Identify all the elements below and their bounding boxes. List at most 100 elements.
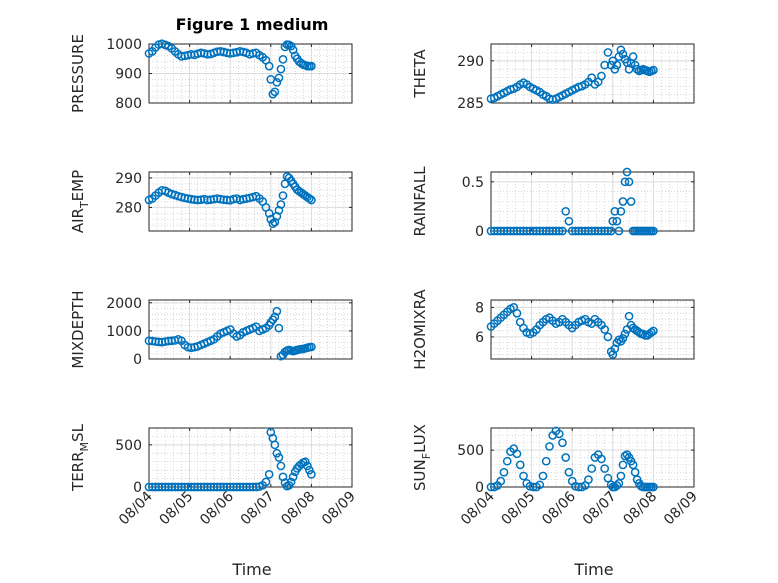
data-point bbox=[564, 467, 574, 477]
data-point bbox=[610, 64, 620, 74]
data-point bbox=[307, 342, 316, 352]
data-point bbox=[618, 49, 628, 59]
y-axis-label: PRESSURE bbox=[69, 34, 87, 113]
data-point bbox=[587, 73, 597, 83]
y-axis-label: TERRMSL bbox=[69, 423, 91, 492]
data-point bbox=[276, 200, 286, 209]
data-point bbox=[628, 52, 638, 61]
data-point bbox=[624, 311, 634, 321]
y-axis-label: MIXDEPTH bbox=[69, 290, 87, 368]
data-point bbox=[597, 71, 606, 81]
axes-background bbox=[149, 428, 352, 487]
data-point bbox=[638, 329, 648, 339]
data-point bbox=[280, 347, 290, 357]
data-point bbox=[647, 328, 656, 337]
data-point bbox=[300, 457, 310, 467]
data-point bbox=[272, 78, 282, 87]
data-point bbox=[274, 323, 284, 333]
data-point bbox=[278, 191, 288, 200]
series-markers bbox=[486, 45, 658, 104]
data-point bbox=[612, 216, 622, 226]
data-point bbox=[268, 89, 278, 99]
data-point bbox=[307, 470, 316, 479]
subplot-air-t-emp: 280 290 AIRTEMP bbox=[69, 170, 353, 233]
y-tick-label: 0.5 bbox=[462, 175, 484, 191]
subplot-h2omixra: 6 8 H2OMIXRA bbox=[411, 289, 695, 370]
data-point bbox=[270, 440, 280, 450]
series-markers bbox=[486, 426, 658, 492]
data-point bbox=[545, 442, 554, 451]
data-point bbox=[270, 87, 280, 97]
data-point bbox=[496, 476, 506, 486]
y-axis-label: AIRTEMP bbox=[69, 170, 91, 233]
data-point bbox=[305, 465, 314, 475]
data-point bbox=[630, 60, 640, 70]
data-point bbox=[610, 206, 620, 216]
data-point bbox=[649, 482, 658, 492]
figure-title: Figure 1 medium bbox=[176, 15, 329, 34]
data-point bbox=[541, 456, 551, 466]
y-tick-label: 0 bbox=[475, 480, 484, 496]
y-tick-label: 1000 bbox=[106, 37, 142, 53]
series-markers bbox=[144, 39, 316, 99]
y-axis-label: H2OMIXRA bbox=[411, 289, 429, 370]
data-point bbox=[614, 335, 624, 345]
data-point bbox=[597, 454, 606, 464]
data-point bbox=[603, 48, 613, 57]
y-tick-label: 0 bbox=[475, 224, 484, 240]
data-point bbox=[584, 475, 593, 484]
y-tick-label: 290 bbox=[457, 54, 484, 70]
axes-background bbox=[491, 300, 694, 359]
data-point bbox=[603, 226, 613, 236]
data-point bbox=[535, 480, 545, 490]
data-point bbox=[620, 177, 630, 187]
x-axis-label-right: Time bbox=[573, 560, 613, 579]
y-tick-label: 280 bbox=[115, 200, 142, 216]
axes-frame bbox=[148, 299, 353, 360]
data-point bbox=[626, 197, 636, 206]
data-point bbox=[618, 460, 628, 470]
data-point bbox=[632, 64, 642, 74]
data-point bbox=[515, 460, 525, 470]
y-tick-label: 500 bbox=[115, 438, 142, 454]
data-point bbox=[276, 461, 286, 471]
y-axis-label: SUNFLUX bbox=[411, 424, 433, 491]
data-point bbox=[620, 329, 630, 339]
data-point bbox=[649, 326, 658, 336]
series-markers bbox=[144, 427, 316, 492]
data-point bbox=[561, 453, 571, 462]
y-tick-label: 6 bbox=[475, 330, 484, 346]
data-point bbox=[302, 461, 312, 471]
data-point bbox=[649, 226, 658, 236]
data-point bbox=[307, 61, 316, 71]
data-point bbox=[608, 216, 618, 226]
grid bbox=[490, 300, 695, 359]
data-point bbox=[564, 216, 574, 226]
data-point bbox=[649, 65, 658, 75]
y-tick-label: 290 bbox=[115, 171, 142, 187]
data-point bbox=[616, 45, 626, 55]
data-point bbox=[270, 312, 280, 322]
data-point bbox=[276, 64, 286, 74]
data-point bbox=[499, 467, 509, 477]
data-point bbox=[616, 471, 626, 481]
subplot-mixdepth: 0 1000 2000 MIXDEPTH bbox=[69, 290, 353, 369]
data-point bbox=[264, 61, 274, 71]
data-point bbox=[612, 60, 622, 70]
data-point bbox=[288, 472, 298, 482]
data-point bbox=[274, 453, 284, 462]
data-point bbox=[624, 177, 634, 187]
subplot-theta: 285 290 THETA bbox=[411, 43, 695, 112]
data-point bbox=[519, 471, 528, 481]
data-point bbox=[620, 451, 630, 461]
y-tick-label: 0 bbox=[133, 480, 142, 496]
y-tick-label: 1000 bbox=[106, 324, 142, 340]
subplot-pressure: 800 900 1000 PRESSURE bbox=[69, 34, 353, 113]
x-axis-label-left: Time bbox=[231, 560, 271, 579]
data-point bbox=[600, 464, 610, 473]
data-point bbox=[512, 449, 522, 459]
series-markers bbox=[144, 172, 316, 228]
y-axis-label: RAINFALL bbox=[411, 166, 429, 237]
